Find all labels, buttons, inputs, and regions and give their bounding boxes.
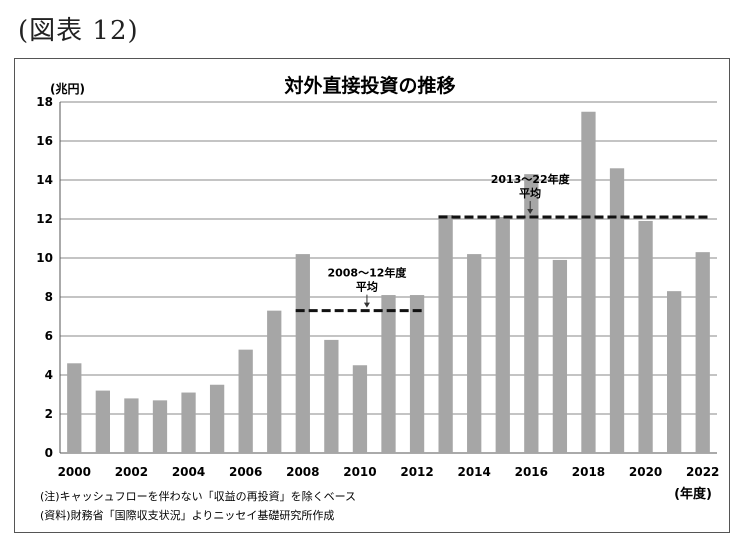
average-sublabel-2: 平均	[519, 186, 541, 200]
y-tick-label: 14	[36, 173, 53, 187]
chart-frame	[14, 58, 730, 533]
x-axis-unit-label: (年度)	[674, 486, 712, 502]
y-tick-label: 12	[36, 212, 53, 226]
bar-2014: 2014: 10.2	[467, 254, 482, 453]
x-tick-label: 2010	[343, 465, 376, 479]
x-tick-label: 2004	[172, 465, 205, 479]
bar-2004: 2004: 3.1	[181, 392, 196, 453]
average-arrowhead-1	[363, 302, 370, 308]
bar-2012: 2012: 8.1	[409, 295, 425, 453]
x-tick-label: 2002	[115, 465, 148, 479]
average-label-2: 2013〜22年度	[491, 172, 571, 186]
bar-2021: 2021: 8.3	[667, 291, 682, 453]
bar-2000: 2000: 4.6	[67, 363, 82, 453]
bar-2008: 2008: 10.2	[295, 254, 310, 453]
average-arrowhead-2	[527, 209, 534, 215]
bar-2020: 2020: 11.9	[638, 220, 653, 453]
y-tick-label: 8	[45, 290, 53, 304]
x-tick-label: 2022	[686, 465, 719, 479]
bar-2006: 2006: 5.3	[238, 349, 253, 453]
bar-2003: 2003: 2.7	[152, 400, 168, 453]
x-tick-label: 2000	[58, 465, 91, 479]
y-axis-unit-label: (兆円)	[50, 81, 85, 96]
y-tick-label: 0	[45, 446, 53, 460]
x-tick-label: 2008	[286, 465, 319, 479]
bar-2001: 2001: 3.2	[95, 390, 110, 453]
bar-2009: 2009: 5.8	[324, 339, 339, 453]
chart-title: 対外直接投資の推移	[283, 74, 455, 97]
y-tick-label: 4	[45, 368, 53, 382]
bar-2013: 2013: 12.2	[438, 215, 453, 453]
bar-2005: 2005: 3.5	[209, 384, 225, 453]
bar-2011: 2011: 8.1	[381, 295, 396, 453]
y-tick-label: 2	[45, 407, 53, 421]
bar-2022: 2022: 10.3	[695, 252, 710, 453]
y-tick-label: 10	[36, 251, 53, 265]
bar-2010: 2010: 4.5	[352, 365, 368, 453]
bar-2016: 2016: 14.3	[524, 174, 539, 453]
figure-label: (図表 12)	[18, 16, 139, 46]
average-sublabel-1: 平均	[356, 280, 378, 294]
source-line: (資料)財務省「国際収支状況」よりニッセイ基礎研究所作成	[40, 508, 334, 522]
x-tick-label: 2018	[572, 465, 605, 479]
bar-2007: 2007: 7.3	[267, 310, 282, 453]
y-tick-label: 18	[36, 95, 53, 109]
y-tick-label: 6	[45, 329, 53, 343]
note-line: (注)キャッシュフローを伴わない「収益の再投資」を除くベース	[40, 489, 356, 503]
average-label-1: 2008〜12年度	[327, 266, 407, 280]
bar-2002: 2002: 2.8	[124, 398, 139, 453]
x-tick-label: 2012	[400, 465, 433, 479]
bar-2017: 2017: 9.9	[552, 259, 568, 453]
bar-2019: 2019: 14.6	[609, 168, 625, 454]
x-tick-label: 2014	[457, 465, 490, 479]
bar-2018: 2018: 17.5	[581, 111, 596, 453]
plot-area: 0 2 4 6 8 10 12 14 16 18 2000: 4.6 2001: 3.2 2002: 2…	[36, 95, 719, 479]
y-tick-label: 16	[36, 134, 53, 148]
bar-2015: 2015: 12.1	[495, 217, 510, 453]
x-tick-label: 2020	[629, 465, 662, 479]
x-tick-label: 2006	[229, 465, 262, 479]
x-tick-label: 2016	[515, 465, 548, 479]
